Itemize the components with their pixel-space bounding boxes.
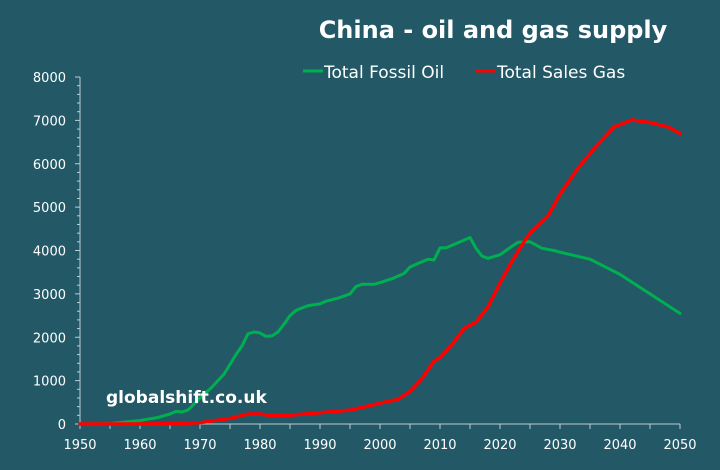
x-tick-label: 2010: [423, 438, 456, 453]
x-tick-label: 1960: [123, 438, 156, 453]
x-tick-label: 1970: [183, 438, 216, 453]
y-tick-label: 3000: [33, 288, 66, 303]
series-line-total-fossil-oil: [78, 236, 682, 426]
y-tick-label: 8000: [33, 71, 66, 86]
x-tick-label: 1990: [303, 438, 336, 453]
x-tick-label: 1980: [243, 438, 276, 453]
legend: Total Fossil Oil Total Sales Gas: [303, 63, 625, 83]
x-tick-label: 2050: [663, 438, 696, 453]
axes: 0 1000 2000 3000 4000 5000 6000 7000 8000 1950 196…: [33, 71, 697, 453]
x-tick-label: 2030: [543, 438, 576, 453]
y-tick-label: 1000: [33, 375, 66, 390]
x-tick-label: 1950: [63, 438, 96, 453]
x-tick-label: 2040: [603, 438, 636, 453]
legend-label-gas: Total Sales Gas: [496, 63, 625, 83]
y-tick-label: 4000: [33, 245, 66, 260]
y-tick-label: 0: [58, 418, 66, 433]
y-tick-label: 2000: [33, 331, 66, 346]
y-tick-label: 7000: [33, 114, 66, 129]
y-tick-label: 6000: [33, 158, 66, 173]
x-tick-label: 2000: [363, 438, 396, 453]
y-tick-label: 5000: [33, 201, 66, 216]
series-line-total-sales-gas: [78, 118, 682, 426]
legend-label-oil: Total Fossil Oil: [323, 63, 444, 83]
series-lines: [78, 118, 682, 426]
chart-title: China - oil and gas supply: [319, 16, 668, 44]
x-tick-label: 2020: [483, 438, 516, 453]
watermark: globalshift.co.uk: [106, 388, 267, 408]
